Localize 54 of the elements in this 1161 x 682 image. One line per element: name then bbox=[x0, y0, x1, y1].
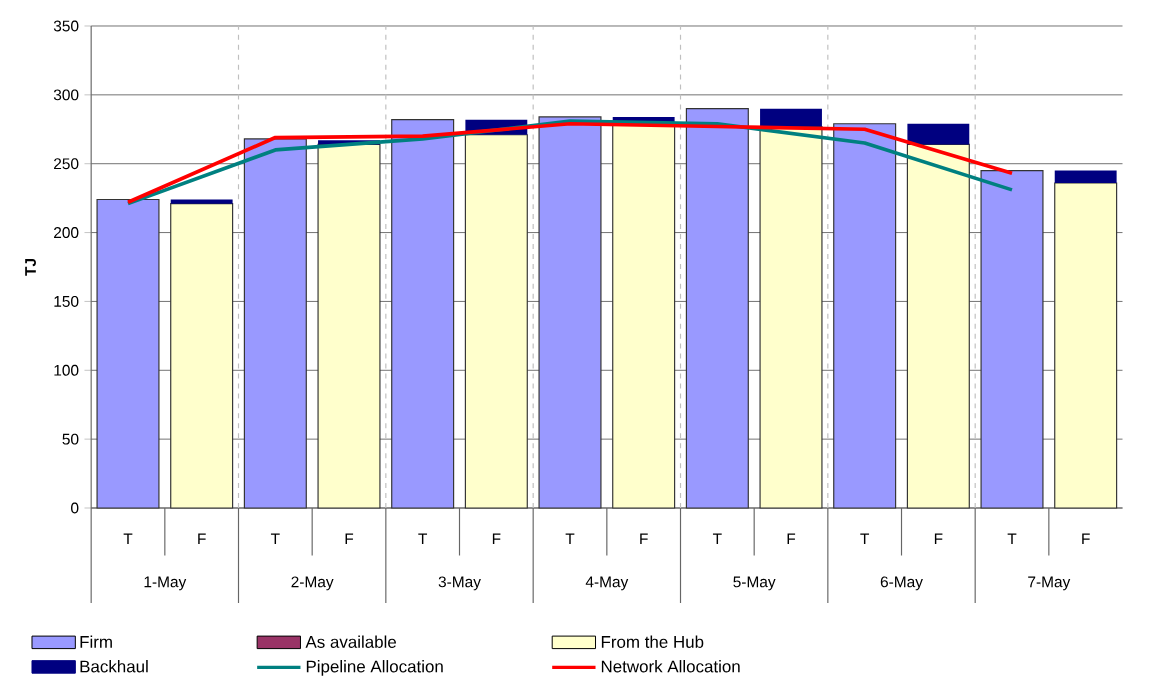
legend-label: Backhaul bbox=[80, 660, 148, 673]
text: 1-May bbox=[144, 576, 187, 591]
bar bbox=[833, 123, 897, 509]
bar bbox=[906, 143, 970, 509]
x-tick-label: T bbox=[1007, 533, 1017, 545]
bar bbox=[170, 203, 234, 509]
bar bbox=[759, 125, 823, 509]
x-tick-label: T bbox=[712, 533, 722, 545]
x-tick-label: F bbox=[345, 533, 354, 545]
y-axis-title: TJ bbox=[25, 259, 36, 276]
x-tick-label: F bbox=[1082, 533, 1090, 545]
text: 2-May bbox=[291, 576, 334, 591]
bar bbox=[391, 119, 455, 509]
x-tick-label: F bbox=[492, 533, 501, 545]
bar bbox=[907, 123, 970, 145]
text: 4-May bbox=[585, 576, 629, 591]
bar bbox=[1054, 182, 1118, 509]
x-tick-label: T bbox=[123, 533, 133, 545]
x-tick-label: F bbox=[198, 533, 206, 545]
legend-label: Firm bbox=[80, 635, 112, 648]
legend-label: Network Allocation bbox=[601, 660, 740, 673]
y-tick-label: 200 bbox=[54, 227, 79, 239]
x-tick-label: F bbox=[934, 533, 943, 545]
bar bbox=[170, 199, 233, 204]
y-tick-label: 150 bbox=[54, 295, 79, 307]
bar bbox=[96, 198, 160, 509]
bar bbox=[464, 134, 528, 509]
text: 7-May bbox=[1028, 576, 1071, 591]
text: 3-May bbox=[438, 576, 481, 591]
legend-label: Pipeline Allocation bbox=[306, 660, 443, 676]
text: 6-May bbox=[880, 576, 923, 591]
y-tick-label: 250 bbox=[54, 158, 79, 170]
x-tick-label: T bbox=[565, 533, 575, 545]
y-tick-label: 350 bbox=[53, 20, 79, 32]
x-tick-label: F bbox=[787, 533, 796, 545]
x-tick-label: T bbox=[270, 533, 280, 545]
x-tick-label: F bbox=[640, 533, 648, 545]
legend-label: From the Hub bbox=[601, 635, 704, 648]
legend-label: As available bbox=[305, 635, 397, 648]
text: 5-May bbox=[733, 576, 776, 591]
x-tick-label: T bbox=[860, 533, 870, 545]
bar bbox=[243, 138, 307, 509]
y-tick-label: 0 bbox=[71, 502, 79, 514]
y-tick-label: 300 bbox=[53, 89, 79, 101]
bar bbox=[1054, 170, 1117, 183]
bar bbox=[685, 108, 749, 509]
y-tick-label: 100 bbox=[54, 364, 79, 376]
x-tick-label: T bbox=[418, 533, 428, 545]
bar bbox=[612, 124, 676, 509]
bar bbox=[538, 116, 602, 509]
bar bbox=[317, 143, 381, 509]
y-tick-label: 50 bbox=[62, 433, 79, 445]
bar bbox=[760, 108, 822, 127]
bar bbox=[980, 170, 1044, 509]
